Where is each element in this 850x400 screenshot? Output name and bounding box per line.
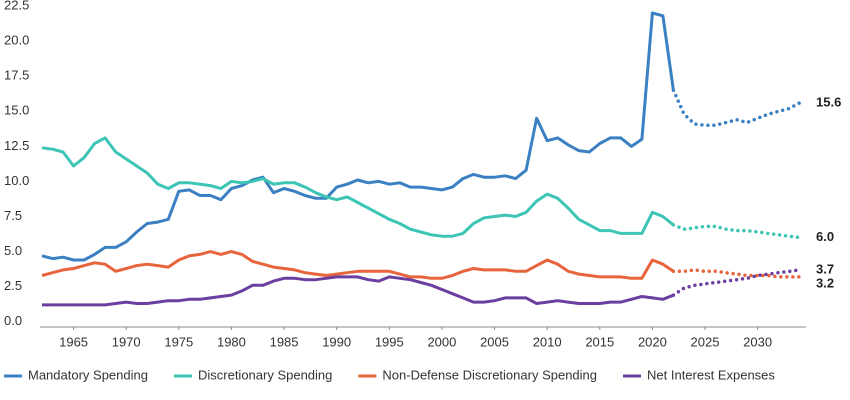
x-tick-label: 1975 — [164, 334, 193, 349]
projection-line — [671, 223, 802, 240]
end-label: 6.0 — [816, 229, 834, 244]
series-line — [41, 250, 675, 280]
y-tick-label: 5.0 — [4, 243, 22, 258]
legend-label: Mandatory Spending — [28, 367, 148, 382]
y-tick-label: 2.5 — [4, 278, 22, 293]
end-label: 15.6 — [816, 94, 841, 109]
y-tick-label: 0.0 — [4, 313, 22, 328]
legend-label: Non-Defense Discretionary Spending — [382, 367, 597, 382]
end-label: 3.7 — [816, 261, 834, 276]
x-tick-label: 1965 — [59, 334, 88, 349]
y-tick-label: 17.5 — [4, 68, 29, 83]
x-tick-label: 1995 — [375, 334, 404, 349]
projection-line — [671, 88, 802, 128]
legend-label: Discretionary Spending — [198, 367, 332, 382]
x-tick-label: 2005 — [480, 334, 509, 349]
x-tick-label: 1970 — [112, 334, 141, 349]
series-line — [42, 275, 674, 307]
x-tick-label: 1980 — [217, 334, 246, 349]
x-tick-label: 1985 — [270, 334, 299, 349]
x-tick-label: 2015 — [585, 334, 614, 349]
x-tick-label: 2000 — [427, 334, 456, 349]
x-tick-label: 2020 — [638, 334, 667, 349]
projection-line — [671, 268, 802, 279]
end-label: 3.2 — [816, 275, 834, 290]
y-tick-label: 22.5 — [4, 0, 29, 12]
y-tick-label: 7.5 — [4, 208, 22, 223]
legend-label: Net Interest Expenses — [647, 367, 775, 382]
y-tick-label: 15.0 — [4, 103, 29, 118]
x-tick-label: 2025 — [691, 334, 720, 349]
series-line — [41, 11, 675, 262]
y-tick-label: 10.0 — [4, 173, 29, 188]
series-line — [41, 136, 675, 238]
legend: Mandatory Spending Discretionary Spending… — [4, 367, 775, 382]
projection-line — [671, 268, 802, 297]
x-tick-label: 2010 — [533, 334, 562, 349]
x-tick-label: 2030 — [743, 334, 772, 349]
y-tick-label: 20.0 — [4, 33, 29, 48]
y-tick-label: 12.5 — [4, 138, 29, 153]
x-tick-label: 1990 — [322, 334, 351, 349]
plot — [41, 11, 802, 307]
